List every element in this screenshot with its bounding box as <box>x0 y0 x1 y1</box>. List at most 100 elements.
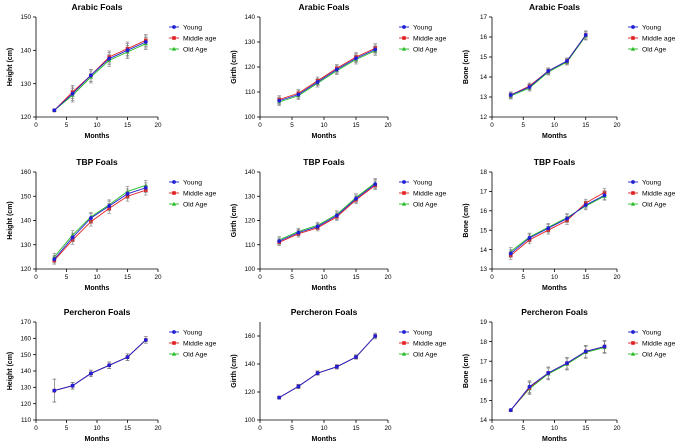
x-tick-label: 15 <box>352 425 360 432</box>
chart-title: Percheron Foals <box>521 307 588 317</box>
y-tick-label: 130 <box>244 39 255 46</box>
data-point <box>334 67 339 72</box>
x-tick-label: 10 <box>551 274 559 281</box>
x-tick-label: 20 <box>154 274 162 281</box>
series-young <box>52 35 148 113</box>
x-tick-label: 15 <box>582 122 590 129</box>
y-tick-label: 13 <box>480 266 488 273</box>
y-tick-label: 100 <box>244 417 255 424</box>
data-point <box>583 33 588 37</box>
data-point <box>315 224 320 229</box>
legend-marker <box>630 201 636 206</box>
legend-label: Middle age <box>413 340 446 347</box>
series-young <box>508 191 607 258</box>
data-point <box>583 203 588 207</box>
data-point <box>143 40 148 44</box>
chart-panel-4: TBP Foals 120 130 140 150 160 0 5 10 15 20 Months He… <box>7 157 216 292</box>
x-tick-label: 10 <box>320 425 328 432</box>
data-point <box>296 92 301 97</box>
series-line <box>53 187 146 260</box>
legend-label: Middle age <box>183 340 216 347</box>
data-point <box>89 73 93 78</box>
chart-panel-7: Percheron Foals 110 120 130 140 150 160 170 0 5 10… <box>7 307 216 443</box>
chart-title: Arabic Foals <box>71 2 122 12</box>
y-tick-label: 120 <box>20 266 31 273</box>
x-tick-label: 10 <box>93 425 101 432</box>
series-old-age <box>277 332 378 400</box>
y-axis-label: Height (cm) <box>7 48 14 87</box>
series-line <box>279 49 376 102</box>
legend: Young Middle age Old Age <box>399 24 446 53</box>
x-axis-label: Months <box>85 436 110 443</box>
x-axis-label: Months <box>542 285 567 292</box>
series-old-age <box>277 178 378 244</box>
series-line <box>510 194 605 254</box>
data-point <box>143 185 148 190</box>
legend-marker <box>172 191 176 195</box>
series-line <box>53 41 146 111</box>
data-point <box>602 193 607 198</box>
y-tick-label: 140 <box>244 169 255 176</box>
x-tick-label: 15 <box>124 122 132 129</box>
x-tick-label: 5 <box>290 274 294 281</box>
series-line <box>510 346 605 411</box>
series-line <box>510 195 605 252</box>
data-point <box>70 383 75 388</box>
y-tick-label: 110 <box>245 242 256 249</box>
y-tick-label: 120 <box>20 114 31 121</box>
legend-label: Middle age <box>642 340 675 347</box>
x-axis-label: Months <box>85 285 110 292</box>
legend-label: Old Age <box>183 46 207 53</box>
legend-label: Old Age <box>642 351 666 358</box>
series-middle-age <box>277 180 377 246</box>
data-point <box>565 216 569 221</box>
data-point <box>70 91 75 96</box>
data-point <box>527 236 532 240</box>
data-point <box>277 395 282 400</box>
x-tick-label: 20 <box>613 274 621 281</box>
legend-marker <box>630 46 636 51</box>
x-tick-label: 20 <box>154 122 162 129</box>
legend-marker <box>171 46 177 51</box>
series-line <box>279 47 376 100</box>
data-point <box>354 56 358 61</box>
legend-marker <box>172 25 176 29</box>
series-line <box>53 189 146 261</box>
legend-label: Young <box>183 329 202 336</box>
series-line <box>278 335 376 398</box>
y-tick-label: 16 <box>480 34 488 41</box>
data-point <box>125 355 130 360</box>
series-young <box>52 336 148 403</box>
legend-marker <box>631 341 635 345</box>
series-middle-age <box>52 185 148 265</box>
series-young <box>277 179 378 245</box>
legend-marker <box>172 330 176 334</box>
legend-label: Old Age <box>642 46 666 53</box>
legend-marker <box>172 180 176 184</box>
series-line <box>54 339 147 392</box>
legend-marker <box>631 25 635 29</box>
y-tick-label: 140 <box>20 218 31 225</box>
y-tick-label: 160 <box>20 336 31 343</box>
legend-marker <box>401 351 407 356</box>
y-tick-label: 120 <box>244 218 255 225</box>
legend-marker <box>172 36 176 40</box>
data-point <box>334 213 339 218</box>
y-tick-label: 100 <box>244 114 255 121</box>
legend-marker <box>402 36 406 40</box>
y-tick-label: 18 <box>480 169 488 176</box>
x-tick-label: 0 <box>490 274 494 281</box>
legend-marker <box>402 341 406 345</box>
y-tick-label: 16 <box>480 378 488 385</box>
x-tick-label: 0 <box>34 122 38 129</box>
data-point <box>508 251 513 256</box>
legend: Young Middle age Old Age <box>628 179 675 208</box>
y-tick-label: 150 <box>20 14 31 21</box>
x-axis-label: Months <box>85 133 110 140</box>
data-point <box>277 239 282 244</box>
legend-label: Young <box>183 24 202 31</box>
legend-marker <box>631 330 635 334</box>
x-axis-label: Months <box>542 436 567 443</box>
y-tick-label: 110 <box>245 89 256 96</box>
x-tick-label: 15 <box>352 122 360 129</box>
